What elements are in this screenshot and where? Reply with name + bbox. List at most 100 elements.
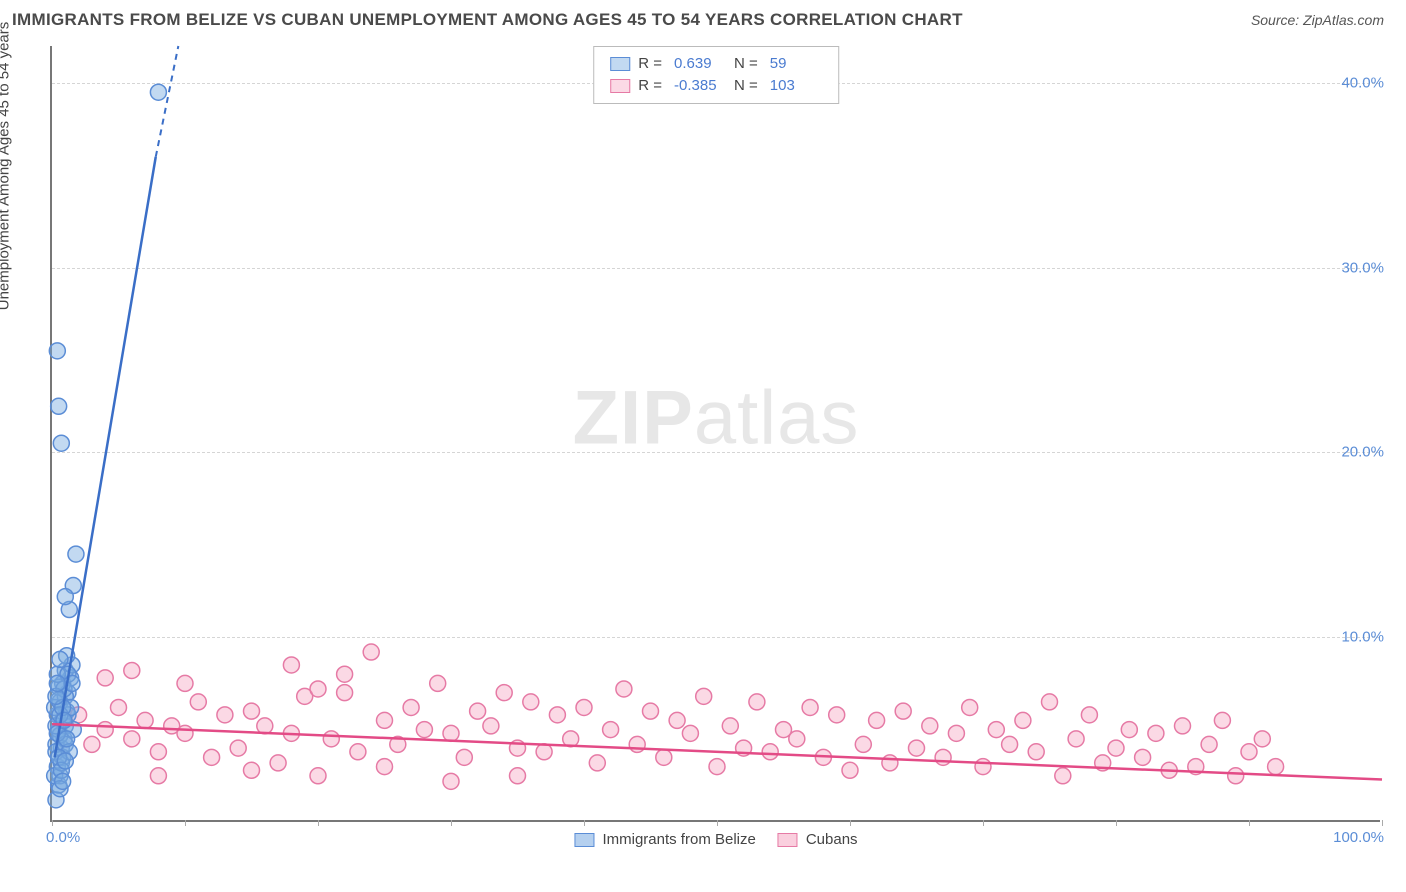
- scatter-point: [323, 731, 339, 747]
- scatter-point: [52, 651, 68, 667]
- scatter-point: [629, 736, 645, 752]
- scatter-point: [204, 749, 220, 765]
- scatter-point: [1002, 736, 1018, 752]
- scatter-point: [669, 712, 685, 728]
- scatter-point: [456, 749, 472, 765]
- x-tick: [451, 820, 452, 826]
- x-tick: [1382, 820, 1383, 826]
- scatter-point: [1015, 712, 1031, 728]
- scatter-point: [1042, 694, 1058, 710]
- scatter-point: [350, 744, 366, 760]
- scatter-point: [962, 699, 978, 715]
- x-tick-min: 0.0%: [46, 829, 80, 846]
- scatter-point: [762, 744, 778, 760]
- stats-legend: R = 0.639 N = 59 R = -0.385 N = 103: [593, 46, 839, 104]
- scatter-point: [483, 718, 499, 734]
- legend-item: Immigrants from Belize: [574, 831, 755, 848]
- scatter-point: [57, 589, 73, 605]
- scatter-point: [1268, 759, 1284, 775]
- scatter-point: [909, 740, 925, 756]
- scatter-point: [855, 736, 871, 752]
- scatter-point: [377, 759, 393, 775]
- scatter-point: [68, 546, 84, 562]
- scatter-point: [842, 762, 858, 778]
- scatter-point: [217, 707, 233, 723]
- scatter-point: [1201, 736, 1217, 752]
- stats-legend-row: R = 0.639 N = 59: [610, 53, 822, 75]
- scatter-point: [124, 731, 140, 747]
- scatter-point: [470, 703, 486, 719]
- scatter-point: [1108, 740, 1124, 756]
- swatch-icon: [778, 833, 798, 847]
- scatter-point: [377, 712, 393, 728]
- scatter-point: [975, 759, 991, 775]
- scatter-point: [1254, 731, 1270, 747]
- plot-area: ZIPatlas 10.0%20.0%30.0%40.0% 0.0% 100.0…: [50, 46, 1380, 822]
- scatter-point: [1028, 744, 1044, 760]
- x-tick: [850, 820, 851, 826]
- scatter-point: [337, 666, 353, 682]
- scatter-point: [310, 681, 326, 697]
- scatter-point: [177, 725, 193, 741]
- regression-line: [55, 157, 156, 757]
- scatter-point: [589, 755, 605, 771]
- series-legend: Immigrants from Belize Cubans: [574, 831, 857, 848]
- x-tick-max: 100.0%: [1333, 829, 1384, 846]
- scatter-point: [53, 435, 69, 451]
- scatter-point: [1121, 722, 1137, 738]
- scatter-point: [922, 718, 938, 734]
- scatter-point: [443, 773, 459, 789]
- scatter-point: [1241, 744, 1257, 760]
- swatch-icon: [574, 833, 594, 847]
- x-tick: [52, 820, 53, 826]
- scatter-point: [643, 703, 659, 719]
- correlation-chart: IMMIGRANTS FROM BELIZE VS CUBAN UNEMPLOY…: [0, 0, 1406, 892]
- scatter-point: [536, 744, 552, 760]
- scatter-point: [97, 722, 113, 738]
- scatter-point: [802, 699, 818, 715]
- scatter-point: [416, 722, 432, 738]
- scatter-point: [895, 703, 911, 719]
- scatter-point: [51, 398, 67, 414]
- scatter-point: [244, 762, 260, 778]
- scatter-point: [97, 670, 113, 686]
- scatter-point: [576, 699, 592, 715]
- scatter-point: [1081, 707, 1097, 723]
- source-attribution: Source: ZipAtlas.com: [1251, 12, 1384, 28]
- scatter-point: [882, 755, 898, 771]
- scatter-point: [988, 722, 1004, 738]
- scatter-point: [57, 753, 73, 769]
- scatter-point: [310, 768, 326, 784]
- scatter-point: [230, 740, 246, 756]
- scatter-point: [1228, 768, 1244, 784]
- scatter-point: [190, 694, 206, 710]
- swatch-icon: [610, 79, 630, 93]
- scatter-point: [49, 343, 65, 359]
- scatter-point: [869, 712, 885, 728]
- legend-item: Cubans: [778, 831, 858, 848]
- scatter-point: [150, 768, 166, 784]
- scatter-point: [656, 749, 672, 765]
- x-tick: [983, 820, 984, 826]
- scatter-point: [1068, 731, 1084, 747]
- x-tick: [318, 820, 319, 826]
- x-tick: [717, 820, 718, 826]
- scatter-point: [722, 718, 738, 734]
- x-tick: [584, 820, 585, 826]
- scatter-point: [177, 675, 193, 691]
- scatter-point: [616, 681, 632, 697]
- scatter-point: [1214, 712, 1230, 728]
- scatter-point: [696, 688, 712, 704]
- scatter-point: [443, 725, 459, 741]
- regression-line-extrap: [156, 46, 179, 157]
- scatter-point: [337, 685, 353, 701]
- x-tick: [185, 820, 186, 826]
- scatter-point: [55, 773, 71, 789]
- scatter-point: [749, 694, 765, 710]
- scatter-point: [1055, 768, 1071, 784]
- scatter-point: [1175, 718, 1191, 734]
- x-tick: [1249, 820, 1250, 826]
- scatter-point: [403, 699, 419, 715]
- scatter-point: [549, 707, 565, 723]
- scatter-point: [150, 744, 166, 760]
